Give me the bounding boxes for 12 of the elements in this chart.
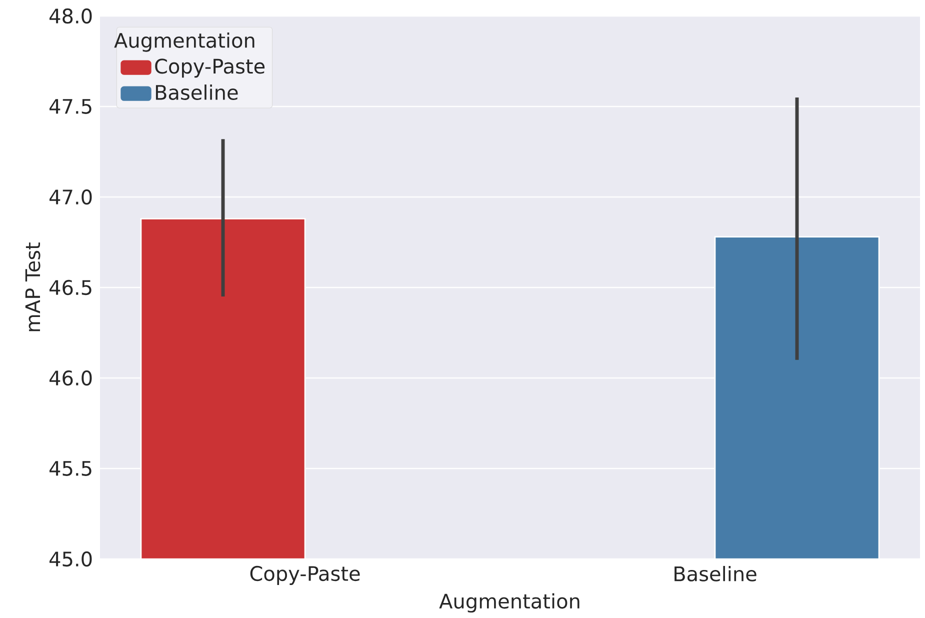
y-tick-label: 45.5 (50, 461, 92, 476)
y-tick-label: 48.0 (50, 8, 92, 24)
y-tick-label: 45.0 (50, 551, 92, 567)
y-tick-label: 46.5 (50, 280, 92, 296)
legend-title: Augmentation (114, 32, 254, 52)
legend-label: Copy-Paste (155, 58, 265, 78)
y-axis-title: mAP Test (25, 242, 40, 332)
y-tick-label: 46.0 (50, 370, 92, 386)
y-tick-label: 47.5 (50, 99, 92, 114)
x-axis-title: Augmentation (439, 593, 580, 613)
legend-label: Baseline (156, 84, 238, 100)
y-tick-label: 47.0 (50, 189, 92, 205)
